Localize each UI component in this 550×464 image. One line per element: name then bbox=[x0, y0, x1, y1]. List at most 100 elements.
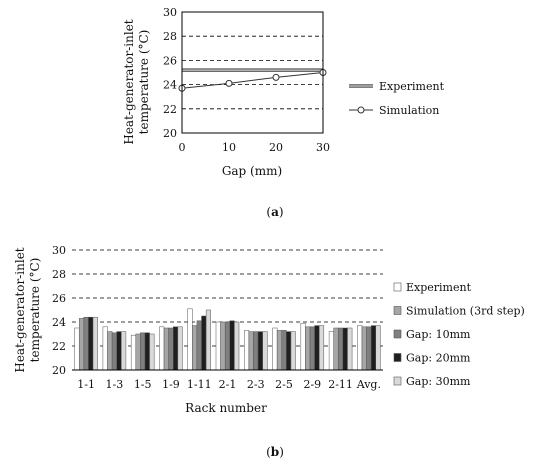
bar-gap-20mm bbox=[342, 327, 348, 371]
caption-a-letter: a bbox=[271, 205, 279, 219]
bar-simulation-3rd-step bbox=[78, 318, 85, 371]
bar-gap-30mm bbox=[347, 327, 353, 371]
chart-b-x-ticks: 1-1 1-3 1-5 1-9 1-11 2-1 2-3 2-5 2-9 2-11 Avg. bbox=[77, 378, 381, 391]
legend-simulation-label: Simulation bbox=[379, 104, 439, 117]
legend-experiment-label: Experiment bbox=[379, 80, 445, 93]
chart-b-ylabel-line1: Heat-generator-inlet bbox=[13, 247, 27, 372]
bar-gap-10mm bbox=[253, 331, 259, 371]
bar-gap-30mm bbox=[290, 331, 296, 371]
chart-a-x-ticks: 0 10 20 30 bbox=[179, 141, 331, 154]
bar-gap-10mm bbox=[111, 332, 117, 371]
chart-a-y-tick-label: 28 bbox=[163, 30, 177, 43]
bar-experiment bbox=[357, 325, 363, 371]
chart-a-xlabel: Gap (mm) bbox=[222, 164, 282, 178]
bar-gap-10mm bbox=[366, 326, 372, 371]
bar-gap-10mm bbox=[196, 320, 202, 371]
bar-gap-20mm bbox=[314, 325, 320, 371]
bar-gap-30mm bbox=[149, 333, 155, 371]
chart-b-y-tick-label: 24 bbox=[52, 316, 66, 329]
chart-a-ylabel-line1: Heat-generator-inlet bbox=[122, 19, 136, 144]
bar-gap-20mm bbox=[144, 332, 150, 371]
bar-gap-10mm bbox=[338, 327, 344, 371]
bar-gap-10mm bbox=[83, 316, 89, 371]
chart-b-x-tick-label: 2-9 bbox=[303, 378, 321, 391]
chart-b-y-ticks: 20 22 24 26 28 30 bbox=[52, 244, 66, 377]
chart-b-y-tick-label: 22 bbox=[52, 340, 66, 353]
legend-swatch bbox=[393, 306, 402, 315]
bar-experiment bbox=[300, 322, 306, 371]
bar-gap-20mm bbox=[88, 316, 94, 371]
caption-b-close: ) bbox=[279, 445, 284, 459]
legend-simulation-marker bbox=[357, 106, 365, 114]
chart-a-legend: Experiment Simulation bbox=[349, 80, 445, 117]
series-simulation-point bbox=[225, 79, 233, 87]
chart-b-x-tick-label: 2-11 bbox=[328, 378, 353, 391]
legend-label: Gap: 10mm bbox=[406, 328, 471, 341]
chart-a-y-tick-label: 22 bbox=[163, 103, 177, 116]
bar-experiment bbox=[187, 308, 193, 371]
chart-a-x-tick-label: 0 bbox=[179, 141, 186, 154]
bar-gap-30mm bbox=[92, 316, 98, 371]
bar-gap-20mm bbox=[116, 331, 122, 371]
bar-gap-10mm bbox=[224, 321, 231, 371]
chart-b-x-tick-label: 2-1 bbox=[219, 378, 237, 391]
bar-gap-30mm bbox=[177, 326, 183, 371]
bar-gap-20mm bbox=[257, 331, 263, 371]
bar-experiment bbox=[215, 321, 221, 371]
chart-a-plot-frame bbox=[181, 11, 324, 134]
chart-b-y-tick-label: 20 bbox=[52, 364, 66, 377]
chart-a-ylabel-line2: temperature (°C) bbox=[137, 30, 151, 135]
chart-b-x-tick-label: 1-1 bbox=[77, 378, 95, 391]
legend-swatch bbox=[393, 376, 402, 386]
series-simulation-line bbox=[181, 72, 324, 89]
bar-experiment bbox=[244, 330, 250, 371]
chart-b-x-tick-label: 1-5 bbox=[134, 378, 152, 391]
chart-a-y-tick-label: 20 bbox=[163, 127, 177, 140]
legend-label: Experiment bbox=[406, 281, 472, 294]
bar-gap-20mm bbox=[370, 325, 377, 371]
bar-gap-30mm bbox=[375, 325, 381, 371]
bar-experiment bbox=[159, 326, 165, 371]
bar-gap-20mm bbox=[229, 320, 235, 371]
chart-b-xlabel: Rack number bbox=[185, 401, 267, 415]
bar-gap-30mm bbox=[205, 309, 211, 371]
bar-gap-30mm bbox=[318, 325, 325, 371]
chart-a-y-tick-label: 24 bbox=[163, 79, 177, 92]
chart-b-x-tick-label: Avg. bbox=[356, 378, 381, 391]
chart-a-x-tick-label: 20 bbox=[269, 141, 283, 154]
bar-gap-10mm bbox=[140, 332, 146, 371]
bar-simulation-3rd-step bbox=[107, 331, 113, 371]
bar-experiment bbox=[74, 327, 80, 371]
legend-label: Gap: 30mm bbox=[406, 375, 471, 388]
chart-a-gridlines bbox=[182, 35, 323, 110]
bar-simulation-3rd-step bbox=[163, 327, 169, 371]
legend-label: Simulation (3rd step) bbox=[406, 305, 525, 318]
bar-simulation-3rd-step bbox=[333, 327, 339, 371]
legend-swatch bbox=[393, 353, 402, 362]
bar-simulation-3rd-step bbox=[135, 333, 141, 371]
bar-gap-10mm bbox=[168, 327, 174, 371]
bar-gap-20mm bbox=[201, 315, 207, 371]
bar-simulation-3rd-step bbox=[361, 326, 367, 371]
bar-gap-10mm bbox=[281, 330, 287, 371]
bar-simulation-3rd-step bbox=[305, 326, 311, 371]
chart-a-caption: (a) bbox=[266, 205, 283, 219]
bar-gap-10mm bbox=[309, 326, 315, 371]
chart-b-bars bbox=[74, 308, 381, 371]
bar-simulation-3rd-step bbox=[192, 325, 198, 371]
caption-b-open: ( bbox=[266, 445, 271, 459]
chart-b: Heat-generator-inlet temperature (°C) 20… bbox=[13, 244, 525, 459]
bar-experiment bbox=[102, 326, 108, 371]
chart-b-x-tick-label: 2-3 bbox=[247, 378, 265, 391]
legend-swatch bbox=[393, 329, 402, 339]
chart-a-x-tick-label: 10 bbox=[222, 141, 236, 154]
bar-gap-20mm bbox=[286, 331, 292, 371]
chart-a-y-tick-label: 26 bbox=[163, 54, 177, 67]
chart-a-series bbox=[178, 68, 327, 92]
caption-a-open: ( bbox=[266, 205, 271, 219]
legend-swatch bbox=[393, 282, 402, 292]
caption-a-close: ) bbox=[279, 205, 284, 219]
legend-label: Gap: 20mm bbox=[406, 352, 471, 365]
bar-gap-30mm bbox=[121, 331, 127, 371]
